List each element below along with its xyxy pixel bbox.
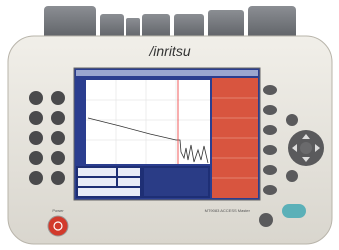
direction-pad bbox=[288, 130, 324, 166]
model-label: MT9083 ACCESS Master bbox=[205, 208, 251, 213]
brand-logo: /inritsu bbox=[148, 43, 190, 59]
key[interactable] bbox=[263, 145, 277, 155]
key[interactable] bbox=[51, 151, 65, 165]
key[interactable] bbox=[51, 111, 65, 125]
key[interactable] bbox=[263, 85, 277, 95]
screen-status-bar bbox=[76, 70, 258, 76]
key[interactable] bbox=[51, 131, 65, 145]
key[interactable] bbox=[263, 185, 277, 195]
key[interactable] bbox=[29, 91, 43, 105]
key[interactable] bbox=[29, 171, 43, 185]
key[interactable] bbox=[263, 125, 277, 135]
key[interactable] bbox=[259, 213, 273, 227]
key[interactable] bbox=[51, 91, 65, 105]
key[interactable] bbox=[263, 105, 277, 115]
power-button[interactable] bbox=[48, 216, 68, 236]
key[interactable] bbox=[263, 165, 277, 175]
enter-button[interactable] bbox=[282, 204, 306, 218]
key[interactable] bbox=[29, 131, 43, 145]
key[interactable] bbox=[51, 171, 65, 185]
key[interactable] bbox=[29, 151, 43, 165]
key[interactable] bbox=[286, 114, 298, 126]
key[interactable] bbox=[286, 170, 298, 182]
power-label: Power bbox=[52, 208, 64, 213]
device-photo: /inritsu MT9083 ACCESS Master Power bbox=[0, 0, 339, 250]
key[interactable] bbox=[29, 111, 43, 125]
